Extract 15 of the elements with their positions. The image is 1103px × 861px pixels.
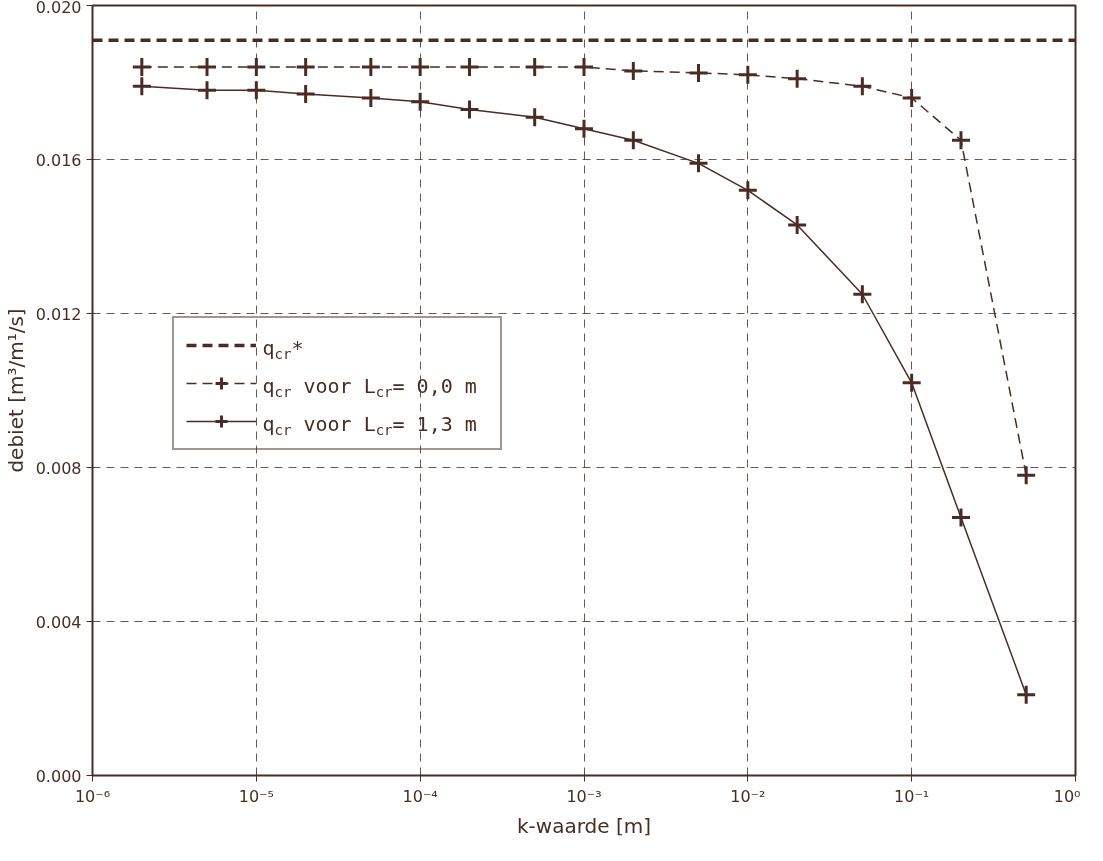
x-tick-label: 10⁰	[1053, 786, 1081, 806]
x-tick-label: 10⁻³	[566, 786, 602, 806]
y-tick-label: 0.008	[35, 458, 82, 478]
x-axis-title: k-waarde [m]	[517, 813, 651, 838]
y-tick-label: 0.012	[35, 304, 82, 324]
x-tick-label: 10⁻⁵	[238, 786, 274, 806]
y-axis-title: debiet [m³/m¹/s]	[3, 308, 28, 473]
x-tick-label: 10⁻¹	[894, 786, 930, 806]
y-tick-label: 0.020	[35, 0, 82, 17]
y-tick-label: 0.004	[35, 612, 82, 632]
x-tick-label: 10⁻²	[730, 786, 766, 806]
y-tick-label: 0.016	[35, 150, 82, 170]
y-tick-label: 0.000	[35, 766, 82, 786]
x-tick-label: 10⁻⁶	[74, 786, 111, 806]
x-tick-label: 10⁻⁴	[402, 786, 438, 806]
